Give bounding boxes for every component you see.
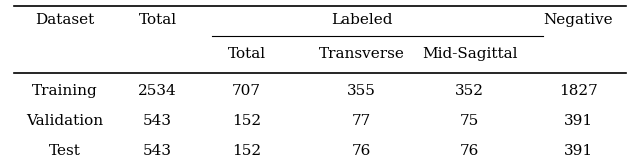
Text: Labeled: Labeled (331, 13, 392, 28)
Text: 2534: 2534 (138, 84, 177, 98)
Text: 543: 543 (143, 144, 172, 158)
Text: 355: 355 (347, 84, 376, 98)
Text: Transverse: Transverse (319, 47, 404, 61)
Text: 75: 75 (460, 114, 479, 128)
Text: Test: Test (49, 144, 81, 158)
Text: 391: 391 (563, 144, 593, 158)
Text: Dataset: Dataset (35, 13, 95, 28)
Text: 391: 391 (563, 114, 593, 128)
Text: Mid-Sagittal: Mid-Sagittal (422, 47, 518, 61)
Text: 352: 352 (455, 84, 484, 98)
Text: 77: 77 (352, 114, 371, 128)
Text: Total: Total (228, 47, 266, 61)
Text: Training: Training (32, 84, 98, 98)
Text: 1827: 1827 (559, 84, 598, 98)
Text: 152: 152 (232, 114, 261, 128)
Text: 76: 76 (352, 144, 371, 158)
Text: 543: 543 (143, 114, 172, 128)
Text: 707: 707 (232, 84, 261, 98)
Text: Validation: Validation (26, 114, 104, 128)
Text: Negative: Negative (543, 13, 613, 28)
Text: Total: Total (138, 13, 177, 28)
Text: 152: 152 (232, 144, 261, 158)
Text: 76: 76 (460, 144, 479, 158)
